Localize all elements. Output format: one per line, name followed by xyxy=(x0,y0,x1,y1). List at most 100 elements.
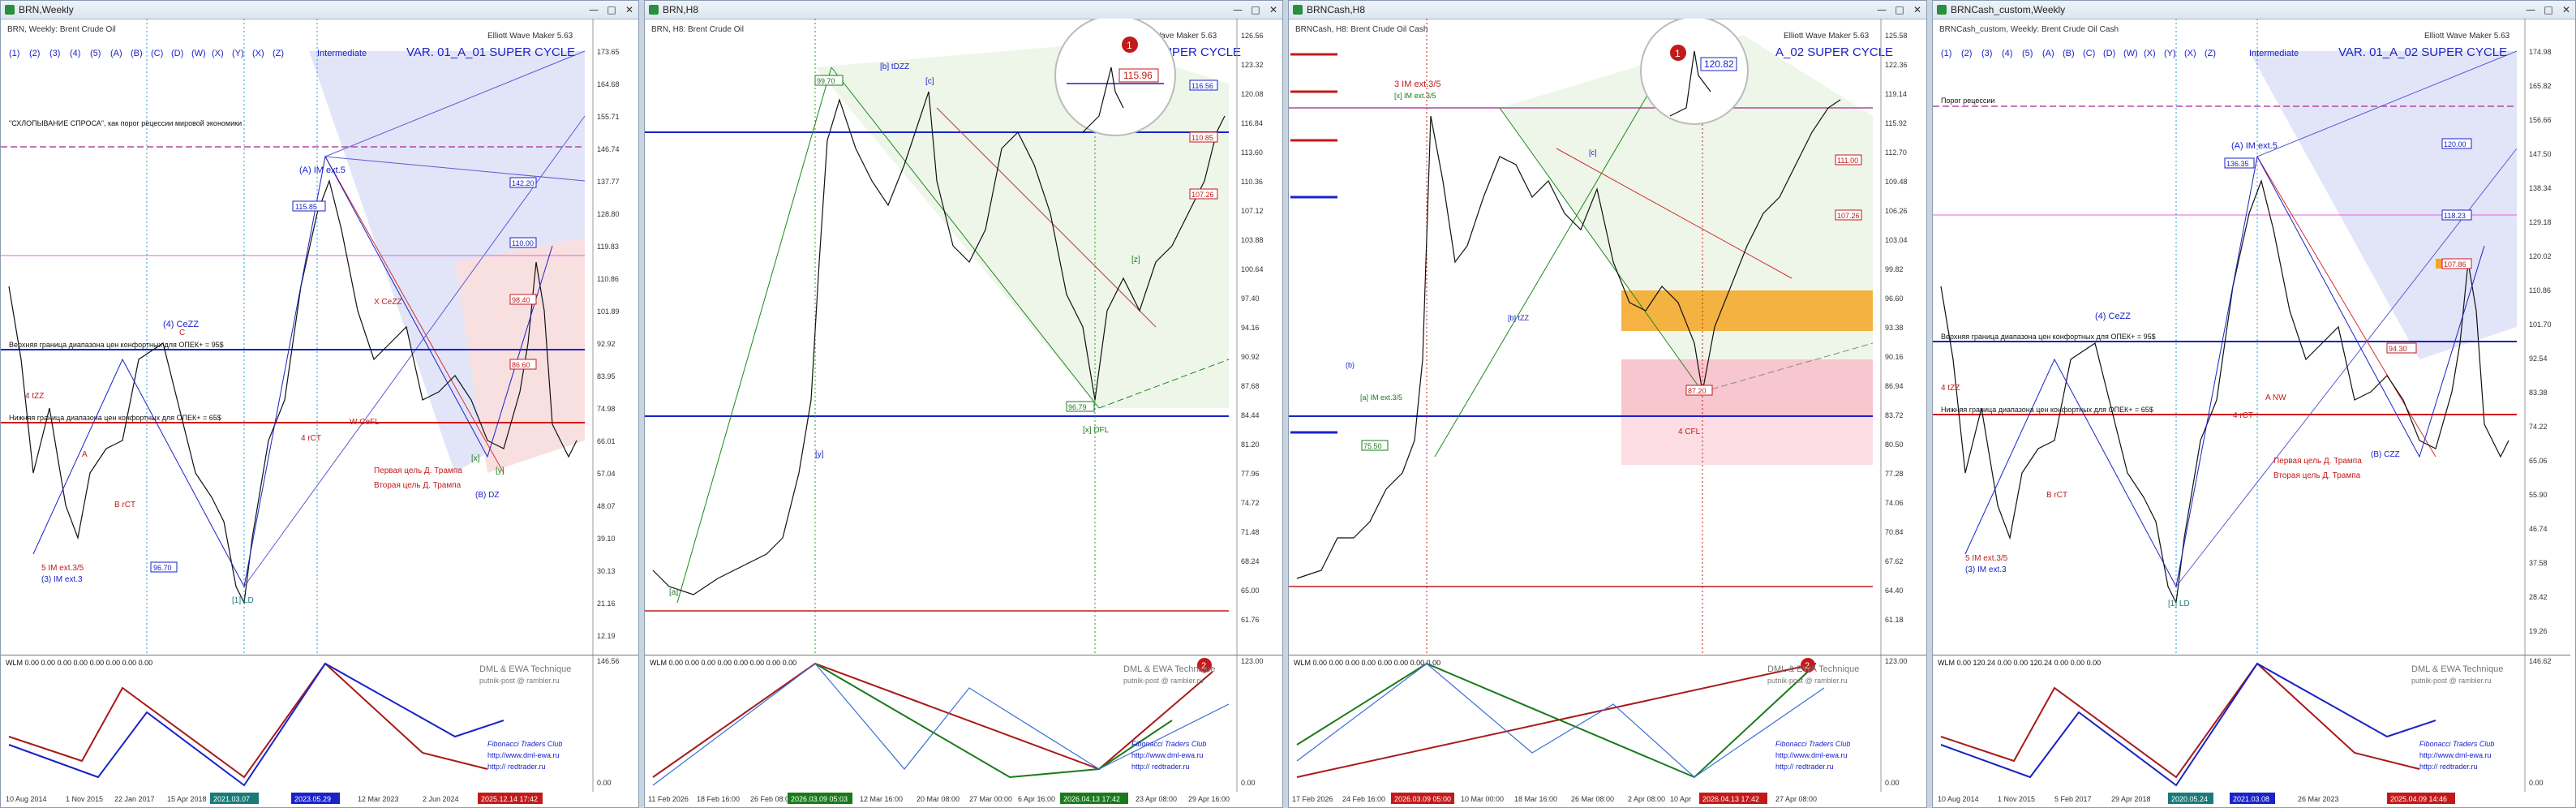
window-titlebar[interactable]: BRNCash_custom,Weekly — □ ✕ xyxy=(1933,1,2575,19)
indicator-panel[interactable]: WLM 0.00 0.00 0.00 0.00 0.00 0.00 0.00 0… xyxy=(645,655,1282,800)
period-1[interactable]: (1) xyxy=(1941,49,1951,58)
period-degree[interactable]: Intermediate xyxy=(2249,49,2299,58)
period-3[interactable]: (3) xyxy=(1981,49,1992,58)
time-tick: 12 Mar 2023 xyxy=(358,795,399,803)
period-5[interactable]: (5) xyxy=(90,49,101,58)
price-chart[interactable]: BRNCash, H8: Brent Crude Oil Cash Elliot… xyxy=(1289,16,1926,655)
footer-url-1[interactable]: http://www.dml-ewa.ru xyxy=(487,751,560,759)
minimize-button[interactable]: — xyxy=(1233,4,1243,15)
period-degree[interactable]: Intermediate xyxy=(317,49,367,58)
window-titlebar[interactable]: BRNCash,H8 — □ ✕ xyxy=(1289,1,1926,19)
footer-url-1[interactable]: http://www.dml-ewa.ru xyxy=(1131,751,1204,759)
wave-label: (3) IM ext.3 xyxy=(1965,565,2007,574)
price-box: 110.85 xyxy=(1189,131,1218,143)
close-button[interactable]: ✕ xyxy=(1913,4,1922,15)
period-b[interactable]: (B) xyxy=(131,49,143,58)
period-2[interactable]: (2) xyxy=(29,49,40,58)
price-tick: 101.70 xyxy=(2529,320,2552,329)
footer-url-2[interactable]: http:// redtrader.ru xyxy=(1131,763,1190,771)
window-title: BRN,Weekly xyxy=(19,4,74,15)
period-d[interactable]: (D) xyxy=(2103,49,2115,58)
period-x[interactable]: (X) xyxy=(2144,49,2156,58)
indicator-panel[interactable]: WLM 0.00 0.00 0.00 0.00 0.00 0.00 0.00 0… xyxy=(1289,655,1926,800)
svg-text:120.00: 120.00 xyxy=(2444,140,2467,148)
window-titlebar[interactable]: BRN,Weekly — □ ✕ xyxy=(1,1,638,19)
indicator-panel[interactable]: WLM 0.00 0.00 0.00 0.00 0.00 0.00 0.00 0… xyxy=(1,655,638,800)
price-box: 96.79 xyxy=(1066,401,1095,412)
period-3[interactable]: (3) xyxy=(49,49,60,58)
svg-text:107.86: 107.86 xyxy=(2444,260,2467,269)
indicator-label: WLM 0.00 0.00 0.00 0.00 0.00 0.00 0.00 0… xyxy=(650,659,796,667)
period-y[interactable]: (Y) xyxy=(232,49,244,58)
wave-path xyxy=(32,155,553,588)
period-4[interactable]: (4) xyxy=(2002,49,2012,58)
maximize-button[interactable]: □ xyxy=(2544,4,2553,15)
period-y[interactable]: (Y) xyxy=(2164,49,2176,58)
maximize-button[interactable]: □ xyxy=(1895,4,1904,15)
svg-text:99.70: 99.70 xyxy=(817,77,835,85)
price-tick: 115.92 xyxy=(1885,119,1907,127)
footer-url-2[interactable]: http:// redtrader.ru xyxy=(2419,763,2478,771)
period-x2[interactable]: (X) xyxy=(2184,49,2196,58)
period-w[interactable]: (W) xyxy=(2123,49,2138,58)
wave-label: B rCT xyxy=(2046,491,2067,500)
minimize-button[interactable]: — xyxy=(2526,4,2535,15)
period-d[interactable]: (D) xyxy=(171,49,183,58)
svg-text:115.96: 115.96 xyxy=(1123,70,1153,81)
footer-url-2[interactable]: http:// redtrader.ru xyxy=(487,763,546,771)
chart-window-brn-h8[interactable]: BRN,H8 — □ ✕ BRN, H8: Brent Crude Oil El… xyxy=(644,0,1283,808)
period-b[interactable]: (B) xyxy=(2063,49,2075,58)
period-c[interactable]: (C) xyxy=(2083,49,2095,58)
period-a[interactable]: (A) xyxy=(2042,49,2054,58)
price-tick: 173.65 xyxy=(597,48,620,56)
wave-label: B rCT xyxy=(114,501,135,509)
time-axis: 11 Feb 2026 18 Feb 16:00 26 Feb 08:00 20… xyxy=(645,791,1282,807)
price-chart[interactable]: BRNCash_custom, Weekly: Brent Crude Oil … xyxy=(1933,19,2570,655)
period-z[interactable]: (Z) xyxy=(273,49,284,58)
indicator-panel[interactable]: WLM 0.00 120.24 0.00 0.00 120.24 0.00 0.… xyxy=(1933,655,2570,800)
indicator-blue-line xyxy=(1940,662,2436,787)
period-4[interactable]: (4) xyxy=(70,49,80,58)
period-bar[interactable]: (1) (2) (3) (4) (5) (A) (B) (C) (D) (W) … xyxy=(9,49,367,58)
footer-url-1[interactable]: http://www.dml-ewa.ru xyxy=(1775,751,1848,759)
window-titlebar[interactable]: BRN,H8 — □ ✕ xyxy=(645,1,1282,19)
period-w[interactable]: (W) xyxy=(191,49,206,58)
chart-window-brncash-custom-weekly[interactable]: BRNCash_custom,Weekly — □ ✕ BRNCash_cust… xyxy=(1932,0,2576,808)
indicator-blue-line xyxy=(8,662,504,787)
period-x2[interactable]: (X) xyxy=(252,49,264,58)
price-chart[interactable]: BRN, Weekly: Brent Crude Oil Elliott Wav… xyxy=(1,19,638,655)
close-button[interactable]: ✕ xyxy=(625,4,634,15)
time-tick: 11 Feb 2026 xyxy=(648,795,689,803)
price-chart[interactable]: BRN, H8: Brent Crude Oil Elliott Wave Ma… xyxy=(645,15,1282,655)
period-bar[interactable]: (1) (2) (3) (4) (5) (A) (B) (C) (D) (W) … xyxy=(1941,49,2299,58)
wave-label: [x] xyxy=(471,454,480,463)
period-1[interactable]: (1) xyxy=(9,49,19,58)
close-button[interactable]: ✕ xyxy=(1269,4,1278,15)
minimize-button[interactable]: — xyxy=(589,4,599,15)
chart-window-brncash-h8[interactable]: BRNCash,H8 — □ ✕ xyxy=(1288,0,1927,808)
maximize-button[interactable]: □ xyxy=(607,4,616,15)
period-5[interactable]: (5) xyxy=(2022,49,2033,58)
indicator-label: WLM 0.00 0.00 0.00 0.00 0.00 0.00 0.00 0… xyxy=(1294,659,1440,667)
period-a[interactable]: (A) xyxy=(110,49,122,58)
period-2[interactable]: (2) xyxy=(1961,49,1972,58)
maximize-button[interactable]: □ xyxy=(1251,4,1260,15)
footer-url-2[interactable]: http:// redtrader.ru xyxy=(1775,763,1834,771)
period-x[interactable]: (X) xyxy=(212,49,224,58)
time-tick: 18 Feb 16:00 xyxy=(697,795,740,803)
minimize-button[interactable]: — xyxy=(1877,4,1887,15)
indicator-tick: 146.56 xyxy=(597,657,620,665)
time-tick: 10 Mar 00:00 xyxy=(1461,795,1504,803)
price-tick: 77.96 xyxy=(1241,470,1260,478)
time-tick: 27 Mar 00:00 xyxy=(969,795,1012,803)
svg-text:120.82: 120.82 xyxy=(1704,58,1734,70)
period-z[interactable]: (Z) xyxy=(2205,49,2216,58)
price-tick: 55.90 xyxy=(2529,491,2548,499)
price-tick: 120.02 xyxy=(2529,252,2552,260)
chart-window-brn-weekly[interactable]: BRN,Weekly — □ ✕ xyxy=(0,0,639,808)
price-box: 96.70 xyxy=(150,561,178,573)
footer-url-1[interactable]: http://www.dml-ewa.ru xyxy=(2419,751,2492,759)
period-c[interactable]: (C) xyxy=(151,49,163,58)
close-button[interactable]: ✕ xyxy=(2561,4,2571,15)
price-tick: 90.16 xyxy=(1885,353,1904,361)
